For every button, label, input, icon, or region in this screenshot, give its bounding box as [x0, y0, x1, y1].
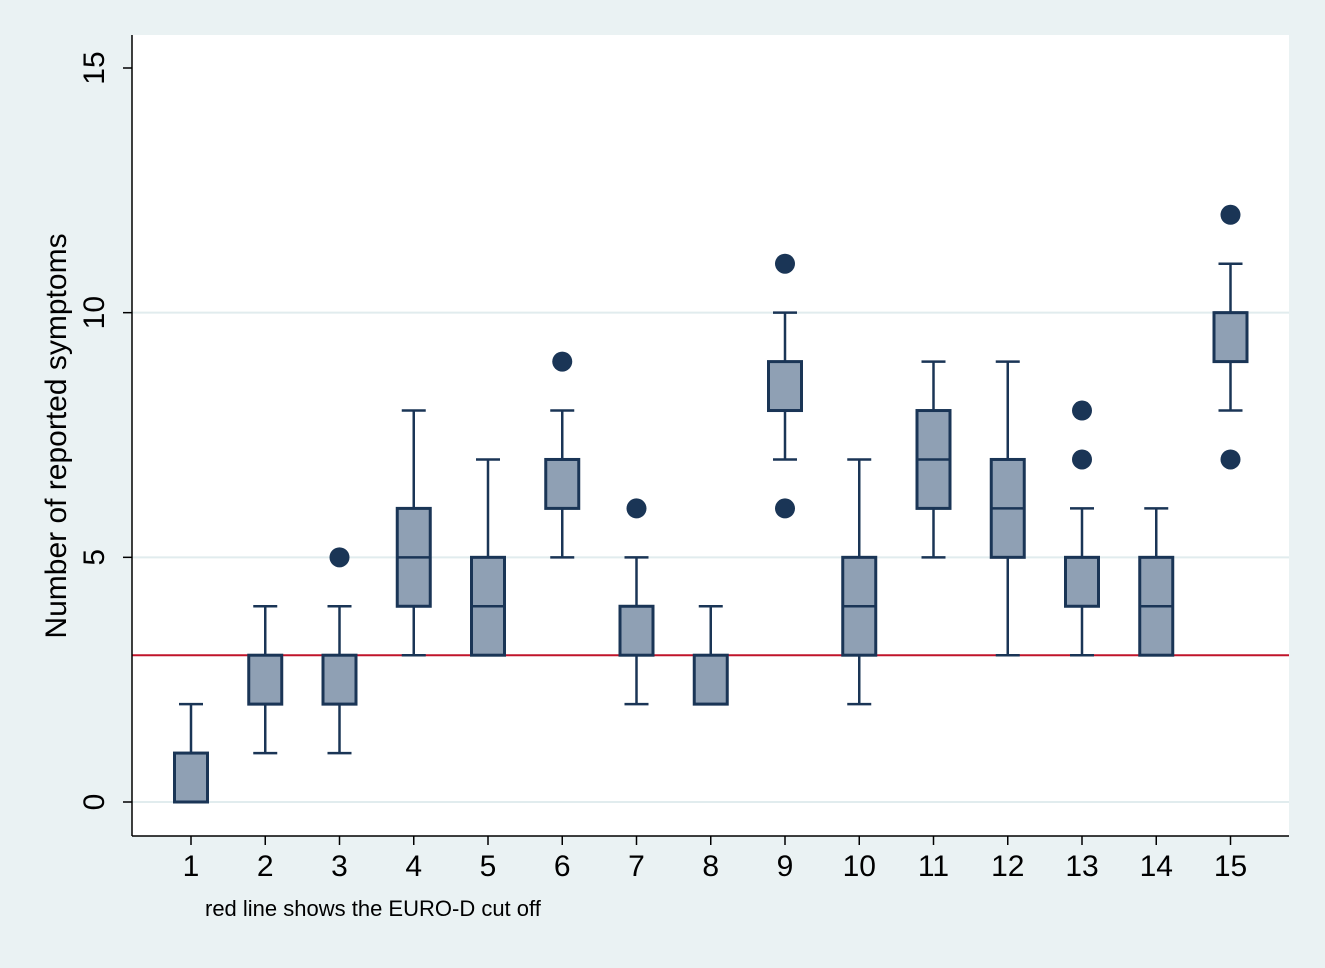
y-ticks: 0 5 10 15 — [78, 51, 132, 810]
outlier-13-0 — [1072, 449, 1092, 470]
outlier-3-0 — [329, 547, 350, 568]
x-tick-label-8: 8 — [702, 850, 719, 883]
box-10 — [841, 458, 878, 706]
outlier-6-0 — [552, 351, 573, 372]
x-tick-label-9: 9 — [777, 850, 794, 883]
x-tick-label-6: 6 — [554, 850, 571, 883]
x-tick-label-4: 4 — [405, 850, 422, 883]
outlier-13-1 — [1072, 400, 1092, 421]
box-3 — [321, 547, 358, 755]
x-tick-label-12: 12 — [991, 850, 1024, 883]
box-9 — [767, 253, 803, 519]
x-tick-label-11: 11 — [918, 850, 949, 883]
box-13 — [1064, 400, 1100, 657]
outlier-9-1 — [775, 253, 795, 274]
x-tick-label-5: 5 — [480, 850, 497, 883]
box-15 — [1212, 204, 1249, 470]
iqr-box-9 — [767, 360, 803, 413]
iqr-box-15 — [1212, 311, 1249, 364]
x-tick-label-1: 1 — [183, 850, 200, 883]
box-12 — [989, 360, 1026, 657]
x-tick-label-2: 2 — [257, 850, 274, 883]
y-tick-label-5: 5 — [78, 549, 111, 566]
x-tick-label-14: 14 — [1140, 850, 1173, 883]
x-ticks: 1 2 3 4 5 6 7 8 9 10 11 12 13 14 15 — [183, 836, 1247, 883]
cutoff-note: red line shows the EURO-D cut off — [205, 896, 542, 921]
iqr-box-2 — [247, 653, 284, 706]
y-tick-label-15: 15 — [78, 51, 111, 84]
y-axis-label: Number of reported symptoms — [40, 233, 73, 638]
iqr-box-3 — [321, 653, 358, 706]
iqr-box-7 — [618, 604, 655, 657]
x-tick-label-10: 10 — [843, 850, 876, 883]
box-5 — [470, 458, 506, 657]
iqr-box-1 — [173, 751, 209, 804]
y-tick-label-0: 0 — [78, 794, 111, 811]
box-14 — [1138, 507, 1175, 657]
outlier-15-1 — [1220, 204, 1241, 225]
box-2 — [247, 605, 284, 755]
x-tick-label-13: 13 — [1065, 850, 1098, 883]
box-11 — [915, 360, 952, 559]
x-tick-label-7: 7 — [628, 850, 645, 883]
box-1 — [173, 702, 209, 804]
iqr-box-6 — [544, 457, 581, 510]
y-tick-label-10: 10 — [78, 296, 111, 329]
outlier-7-0 — [626, 498, 647, 519]
box-6 — [544, 351, 581, 559]
box-7 — [618, 498, 655, 706]
x-tick-label-3: 3 — [331, 850, 348, 883]
iqr-box-13 — [1064, 555, 1100, 608]
box-4 — [395, 409, 432, 657]
box-8 — [692, 605, 729, 706]
outlier-15-0 — [1220, 449, 1241, 470]
iqr-box-8 — [692, 653, 729, 706]
plot-area — [132, 35, 1289, 836]
x-tick-label-15: 15 — [1214, 850, 1247, 883]
boxes — [173, 204, 1249, 804]
outlier-9-0 — [775, 498, 795, 519]
